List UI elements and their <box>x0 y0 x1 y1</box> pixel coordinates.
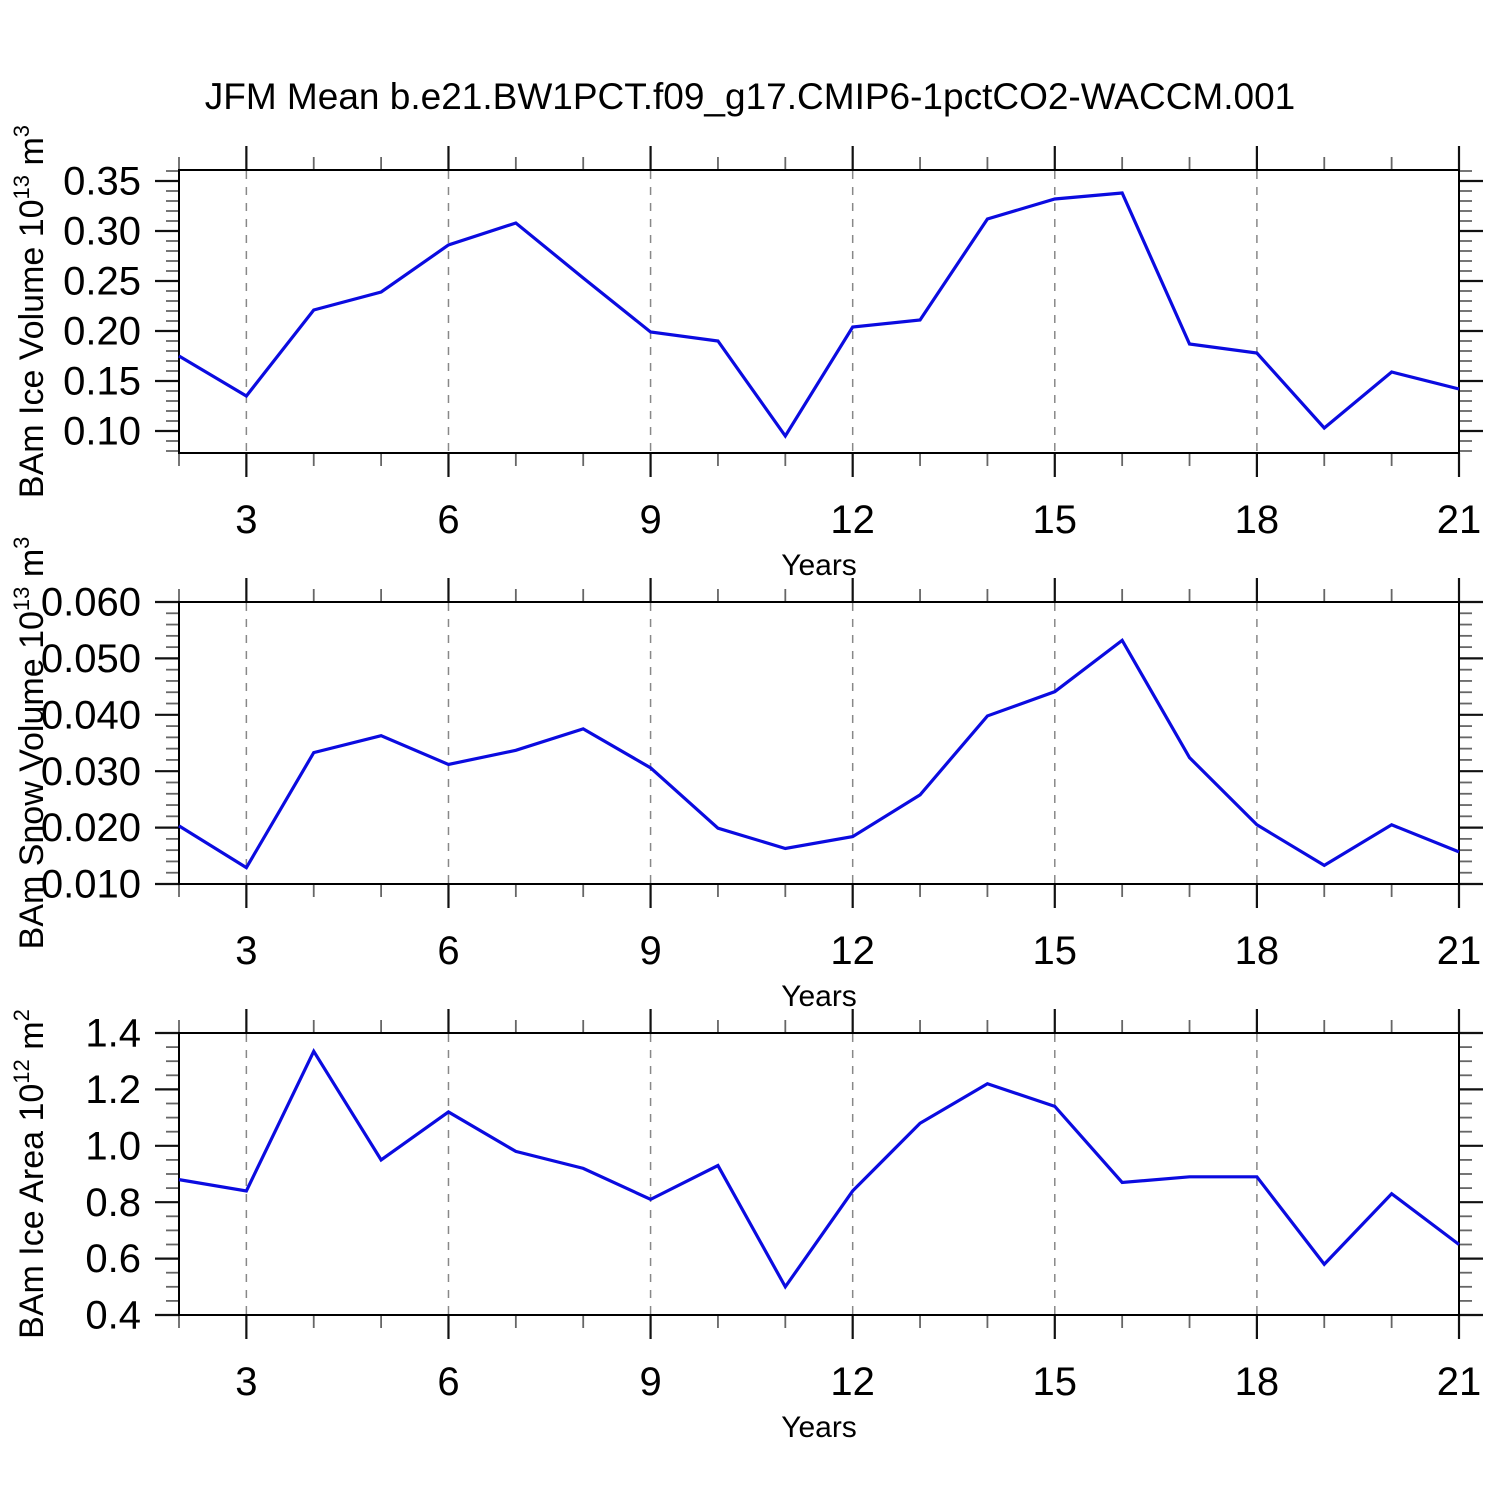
y-tick-label: 0.15 <box>63 360 141 404</box>
series-line <box>178 1048 1460 1290</box>
x-tick-label: 18 <box>1235 498 1280 542</box>
y-tick-label: 0.6 <box>85 1237 141 1281</box>
y-tick-label: 1.4 <box>85 1012 141 1056</box>
x-tick-label: 12 <box>830 498 875 542</box>
y-axis-label: BAm Ice Area 1012 m2 <box>9 1009 51 1339</box>
x-tick-label: 15 <box>1033 929 1078 973</box>
x-tick-label: 12 <box>830 1360 875 1404</box>
x-tick-label: 21 <box>1437 498 1482 542</box>
x-tick-label: 18 <box>1235 1360 1280 1404</box>
y-tick-label: 0.30 <box>63 210 141 254</box>
x-tick-label: 21 <box>1437 1360 1482 1404</box>
x-tick-label: 3 <box>235 929 257 973</box>
y-axis-label: BAm Ice Volume 1013 m3 <box>9 125 51 498</box>
x-tick-label: 6 <box>437 498 459 542</box>
x-tick-label: 18 <box>1235 929 1280 973</box>
y-tick-label: 0.20 <box>63 310 141 354</box>
plot-border <box>178 169 1460 454</box>
x-tick-label: 15 <box>1033 1360 1078 1404</box>
x-tick-label: 12 <box>830 929 875 973</box>
x-tick-label: 21 <box>1437 929 1482 973</box>
y-axis-label: BAm Snow Volume 1013 m3 <box>9 537 51 950</box>
y-tick-label: 0.010 <box>41 863 141 907</box>
x-axis-label: Years <box>781 1411 857 1444</box>
y-tick-label: 0.020 <box>41 806 141 850</box>
y-tick-label: 0.8 <box>85 1181 141 1225</box>
y-tick-label: 0.040 <box>41 693 141 737</box>
x-tick-label: 3 <box>235 1360 257 1404</box>
y-tick-label: 0.030 <box>41 750 141 794</box>
x-tick-label: 6 <box>437 1360 459 1404</box>
x-tick-label: 15 <box>1033 498 1078 542</box>
chart-title: JFM Mean b.e21.BW1PCT.f09_g17.CMIP6-1pct… <box>204 76 1296 117</box>
y-tick-label: 0.050 <box>41 637 141 681</box>
x-tick-label: 9 <box>639 1360 661 1404</box>
y-tick-label: 0.4 <box>85 1294 141 1338</box>
plot-border <box>178 1032 1460 1316</box>
y-tick-label: 1.2 <box>85 1068 141 1112</box>
y-tick-label: 0.060 <box>41 581 141 625</box>
x-axis-label: Years <box>781 549 857 582</box>
x-tick-label: 9 <box>639 498 661 542</box>
panel-snow-volume: 3 6 9 12 15 18 21 0.060 0.050 0.040 0.030 0.020 0.01… <box>9 537 1483 1013</box>
y-tick-label: 0.25 <box>63 260 141 304</box>
panel-ice-area: 3 6 9 12 15 18 21 1.4 1.2 1.0 0.8 0.6 0.4 Years BAm Ic… <box>9 1009 1483 1444</box>
y-tick-label: 1.0 <box>85 1124 141 1168</box>
y-tick-label: 0.10 <box>63 410 141 454</box>
x-tick-label: 6 <box>437 929 459 973</box>
series-line <box>178 637 1460 870</box>
series-line <box>178 191 1460 439</box>
panel-ice-volume: 3 6 9 12 15 18 21 0.35 0.30 0.25 0.20 0.15 0.10 Years… <box>9 125 1483 582</box>
plot-border <box>178 601 1460 885</box>
x-tick-label: 3 <box>235 498 257 542</box>
x-axis-label: Years <box>781 980 857 1013</box>
x-tick-label: 9 <box>639 929 661 973</box>
y-tick-label: 0.35 <box>63 160 141 204</box>
